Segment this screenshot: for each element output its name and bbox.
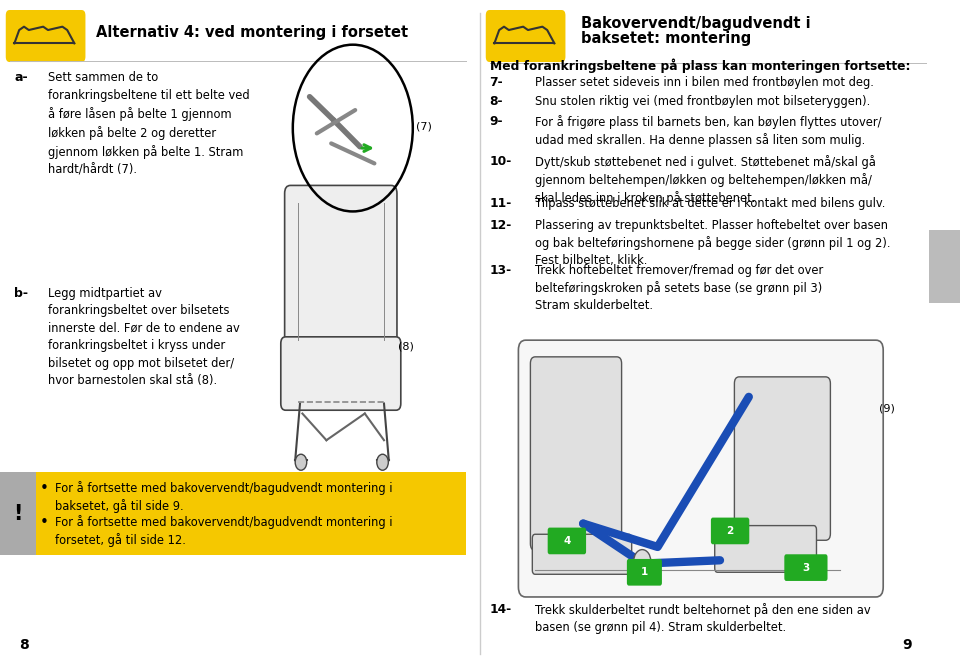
Text: 9: 9 bbox=[902, 638, 912, 652]
FancyBboxPatch shape bbox=[928, 230, 960, 303]
FancyBboxPatch shape bbox=[714, 526, 816, 572]
Text: Snu stolen riktig vei (med frontbøylen mot bilseteryggen).: Snu stolen riktig vei (med frontbøylen m… bbox=[536, 95, 871, 107]
Text: 11-: 11- bbox=[490, 197, 512, 210]
Text: 3: 3 bbox=[802, 563, 809, 572]
Text: •: • bbox=[40, 481, 49, 496]
FancyBboxPatch shape bbox=[627, 559, 662, 586]
FancyBboxPatch shape bbox=[532, 534, 632, 574]
Circle shape bbox=[376, 454, 388, 470]
Text: 14-: 14- bbox=[490, 603, 512, 616]
Text: (8): (8) bbox=[398, 342, 415, 352]
Text: 7-: 7- bbox=[490, 76, 503, 89]
Text: Dytt/skub støttebenet ned i gulvet. Støttebenet må/skal gå
gjennom beltehempen/l: Dytt/skub støttebenet ned i gulvet. Støt… bbox=[536, 155, 876, 205]
FancyBboxPatch shape bbox=[784, 554, 828, 581]
FancyBboxPatch shape bbox=[280, 337, 400, 410]
Text: Legg midtpartiet av
forankringsbeltet over bilsetets
innerste del. Før de to end: Legg midtpartiet av forankringsbeltet ov… bbox=[48, 287, 240, 388]
FancyBboxPatch shape bbox=[530, 357, 622, 550]
Text: Plassering av trepunktsbeltet. Plasser hoftebeltet over basen
og bak belteføring: Plassering av trepunktsbeltet. Plasser h… bbox=[536, 219, 891, 267]
Text: 9-: 9- bbox=[490, 115, 503, 127]
Text: 8: 8 bbox=[19, 638, 29, 652]
Text: Sett sammen de to
forankringsbeltene til ett belte ved
å føre låsen på belte 1 g: Sett sammen de to forankringsbeltene til… bbox=[48, 71, 250, 176]
FancyBboxPatch shape bbox=[0, 472, 36, 555]
Text: Alternativ 4: ved montering i forsetet: Alternativ 4: ved montering i forsetet bbox=[96, 25, 408, 40]
Text: Tilpass støttebenet slik at dette er i kontakt med bilens gulv.: Tilpass støttebenet slik at dette er i k… bbox=[536, 197, 885, 210]
Circle shape bbox=[296, 454, 306, 470]
Text: Bakovervendt/bagudvendt i: Bakovervendt/bagudvendt i bbox=[581, 16, 810, 31]
Text: 1: 1 bbox=[640, 568, 648, 577]
Text: •: • bbox=[40, 515, 49, 530]
Text: Trekk skulderbeltet rundt beltehornet på den ene siden av
basen (se grønn pil 4): Trekk skulderbeltet rundt beltehornet på… bbox=[536, 603, 871, 634]
FancyBboxPatch shape bbox=[734, 377, 830, 540]
FancyBboxPatch shape bbox=[6, 10, 85, 62]
FancyBboxPatch shape bbox=[518, 340, 883, 597]
Text: baksetet: montering: baksetet: montering bbox=[581, 31, 751, 46]
Text: Trekk hoftebeltet fremover/fremad og før det over
belteføringskroken på setets b: Trekk hoftebeltet fremover/fremad og før… bbox=[536, 264, 824, 312]
Text: For å fortsette med bakovervendt/bagudvendt montering i
baksetet, gå til side 9.: For å fortsette med bakovervendt/bagudve… bbox=[56, 481, 393, 513]
Circle shape bbox=[634, 550, 651, 574]
Text: !: ! bbox=[13, 504, 22, 524]
FancyBboxPatch shape bbox=[547, 528, 586, 554]
FancyBboxPatch shape bbox=[0, 472, 466, 555]
Text: 10-: 10- bbox=[490, 155, 512, 167]
Text: (7): (7) bbox=[416, 122, 432, 131]
Text: 8-: 8- bbox=[490, 95, 503, 107]
Text: 13-: 13- bbox=[490, 264, 512, 277]
Text: 4: 4 bbox=[564, 536, 570, 546]
Text: b-: b- bbox=[14, 287, 29, 299]
Text: a-: a- bbox=[14, 71, 28, 84]
Text: Plasser setet sideveis inn i bilen med frontbøylen mot deg.: Plasser setet sideveis inn i bilen med f… bbox=[536, 76, 874, 89]
Text: 12-: 12- bbox=[490, 219, 512, 231]
Text: (9): (9) bbox=[879, 404, 896, 413]
Text: Med forankringsbeltene på plass kan monteringen fortsette:: Med forankringsbeltene på plass kan mont… bbox=[490, 59, 910, 73]
FancyBboxPatch shape bbox=[710, 518, 749, 544]
Text: For å fortsette med bakovervendt/bagudvendt montering i
forsetet, gå til side 12: For å fortsette med bakovervendt/bagudve… bbox=[56, 515, 393, 547]
FancyBboxPatch shape bbox=[284, 185, 397, 358]
Text: 2: 2 bbox=[727, 526, 733, 536]
FancyBboxPatch shape bbox=[486, 10, 565, 62]
Text: For å frigøre plass til barnets ben, kan bøylen flyttes utover/
udad med skralle: For å frigøre plass til barnets ben, kan… bbox=[536, 115, 881, 147]
